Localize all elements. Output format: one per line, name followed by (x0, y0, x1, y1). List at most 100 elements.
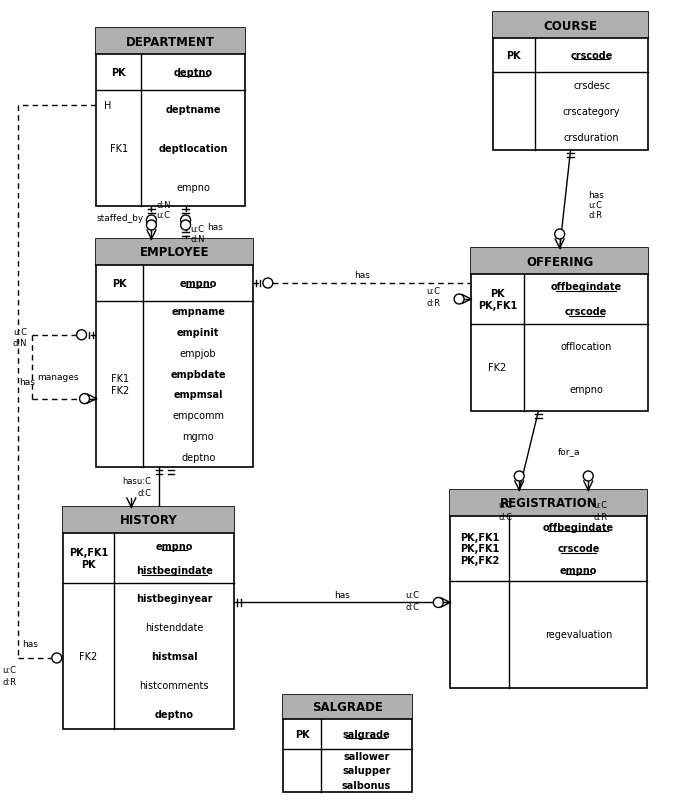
Text: empno: empno (560, 565, 597, 576)
Text: has: has (19, 377, 35, 387)
Bar (471, 249, 649, 411)
Text: deptno: deptno (174, 68, 213, 78)
Text: salupper: salupper (342, 766, 391, 776)
Text: SALGRADE: SALGRADE (312, 701, 382, 714)
Text: FK1
FK2: FK1 FK2 (111, 374, 129, 395)
Text: u:C: u:C (406, 590, 420, 599)
Circle shape (263, 278, 273, 289)
Circle shape (433, 597, 443, 608)
Text: d:C: d:C (406, 602, 420, 611)
Text: u:C: u:C (426, 287, 440, 296)
Text: deptname: deptname (166, 105, 221, 115)
Text: PK: PK (295, 729, 309, 739)
Text: histbegindate: histbegindate (136, 565, 213, 576)
Text: FK1: FK1 (110, 144, 128, 154)
Bar (63, 508, 234, 729)
Text: H: H (104, 100, 112, 111)
Text: empname: empname (171, 307, 225, 317)
Text: d:C: d:C (137, 489, 151, 498)
Text: crsdesc: crsdesc (573, 81, 610, 91)
Text: offlocation: offlocation (560, 342, 612, 351)
Circle shape (181, 216, 190, 225)
Circle shape (79, 394, 90, 404)
Text: deptlocation: deptlocation (158, 144, 228, 154)
Text: HISTORY: HISTORY (119, 514, 177, 527)
Text: PK: PK (506, 51, 521, 61)
Text: for_a: for_a (558, 447, 581, 456)
Text: u:C: u:C (2, 666, 16, 674)
Text: PK,FK1
PK,FK1
PK,FK2: PK,FK1 PK,FK1 PK,FK2 (460, 533, 500, 565)
Text: histmsal: histmsal (151, 651, 197, 661)
Text: FK2: FK2 (489, 363, 506, 373)
Text: empmsal: empmsal (173, 390, 223, 400)
Text: empbdate: empbdate (170, 369, 226, 379)
Text: regevaluation: regevaluation (544, 630, 612, 640)
Text: empno: empno (176, 182, 210, 192)
Bar (97, 240, 253, 468)
Text: d:R: d:R (589, 210, 602, 219)
Text: empno: empno (569, 385, 603, 395)
Text: salgrade: salgrade (342, 729, 391, 739)
Text: empno: empno (179, 278, 217, 289)
Text: REGISTRATION: REGISTRATION (500, 497, 598, 510)
Text: crscategory: crscategory (563, 107, 620, 117)
Circle shape (52, 653, 61, 663)
Circle shape (454, 294, 464, 305)
Circle shape (146, 221, 157, 231)
Text: crscode: crscode (571, 51, 613, 61)
Text: d:N: d:N (12, 338, 27, 348)
Text: sallower: sallower (343, 751, 390, 761)
Bar (283, 695, 411, 792)
Circle shape (181, 221, 190, 231)
Text: d:C: d:C (498, 512, 513, 522)
Text: COURSE: COURSE (544, 19, 598, 32)
Text: u:C: u:C (589, 200, 602, 209)
Text: d:R: d:R (426, 299, 440, 308)
Bar (450, 490, 647, 688)
Text: d:R: d:R (593, 512, 607, 522)
Text: u:C: u:C (593, 501, 607, 510)
Text: PK: PK (111, 68, 126, 78)
Text: histbeginyear: histbeginyear (136, 593, 213, 603)
Text: deptno: deptno (181, 452, 215, 462)
Text: u:C: u:C (498, 501, 513, 510)
Text: has: has (589, 190, 604, 199)
Bar (493, 13, 649, 151)
Text: empcomm: empcomm (172, 411, 224, 420)
Text: crscode: crscode (558, 544, 600, 554)
Text: u:C: u:C (13, 328, 27, 337)
Text: PK: PK (112, 278, 127, 289)
Bar (493, 13, 649, 39)
Bar (63, 508, 234, 533)
Text: PK
PK,FK1: PK PK,FK1 (478, 289, 518, 310)
Text: PK,FK1
PK: PK,FK1 PK (69, 548, 108, 569)
Bar (471, 249, 649, 274)
Text: crsduration: crsduration (564, 133, 620, 143)
Text: empinit: empinit (177, 328, 219, 338)
Bar (97, 29, 245, 207)
Text: d:N: d:N (157, 200, 171, 209)
Text: d:N: d:N (190, 234, 205, 243)
Circle shape (514, 472, 524, 481)
Text: has: has (22, 640, 38, 649)
Text: d:R: d:R (2, 678, 16, 687)
Text: histenddate: histenddate (145, 622, 204, 632)
Circle shape (583, 472, 593, 481)
Text: has: has (354, 271, 370, 280)
Circle shape (146, 216, 157, 225)
Text: staffed_by: staffed_by (96, 214, 144, 223)
Text: offbegindate: offbegindate (551, 282, 622, 292)
Text: histcomments: histcomments (139, 680, 209, 691)
Text: deptno: deptno (155, 710, 194, 719)
Text: FK2: FK2 (79, 651, 97, 661)
Circle shape (555, 229, 564, 240)
Text: mgrno: mgrno (182, 431, 214, 441)
Text: has: has (208, 223, 224, 232)
Text: hasu:C: hasu:C (122, 477, 151, 486)
Text: empno: empno (155, 541, 193, 551)
Text: salbonus: salbonus (342, 780, 391, 790)
Text: manages: manages (37, 373, 79, 382)
Bar (283, 695, 411, 719)
Text: u:C: u:C (190, 225, 204, 233)
Text: EMPLOYEE: EMPLOYEE (140, 246, 210, 259)
